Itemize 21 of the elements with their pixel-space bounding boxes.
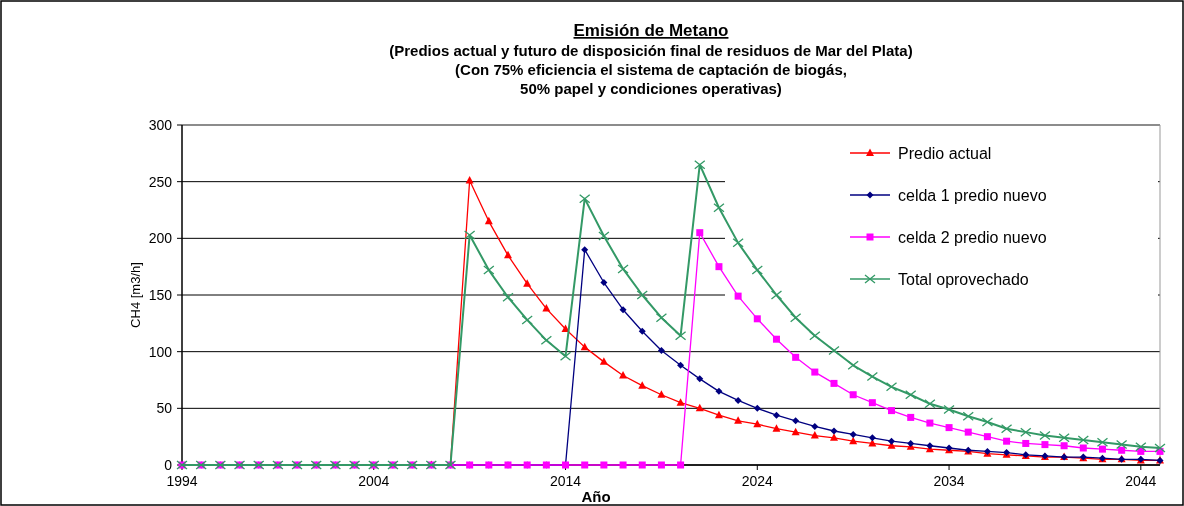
x-tick-label: 2024 <box>741 473 774 489</box>
chart-title: Emisión de Metano <box>573 21 729 40</box>
y-tick-label: 100 <box>148 343 173 360</box>
y-axis-title: CH4 [m3/h] <box>128 262 143 328</box>
y-tick-label: 200 <box>148 230 173 247</box>
y-tick-label: 0 <box>164 457 173 473</box>
chart-subtitle: (Predios actual y futuro de disposición final de residuos de Mar del Plata) (Con 75% eficiencia el sistema de captación de biogás, 50% papel y condiciones operativas) <box>389 42 913 97</box>
x-tick-label: 1994 <box>166 473 198 489</box>
y-tick-label: 250 <box>148 173 173 190</box>
x-tick-label: 2034 <box>933 473 965 489</box>
legend-label: celda 2 predio nuevo <box>898 229 1047 246</box>
y-tick-label: 150 <box>148 287 173 303</box>
x-tick-label: 2004 <box>358 473 390 489</box>
y-tick-label: 50 <box>156 400 173 417</box>
x-tick-label: 2044 <box>1125 473 1157 489</box>
legend-label: Total oprovechado <box>898 271 1029 288</box>
legend-label: Predio actual <box>898 145 992 162</box>
legend-label: celda 1 predio nuevo <box>898 187 1047 204</box>
x-axis-title: Año <box>581 488 611 505</box>
y-tick-label: 300 <box>148 117 173 133</box>
x-tick-label: 2014 <box>549 473 582 489</box>
